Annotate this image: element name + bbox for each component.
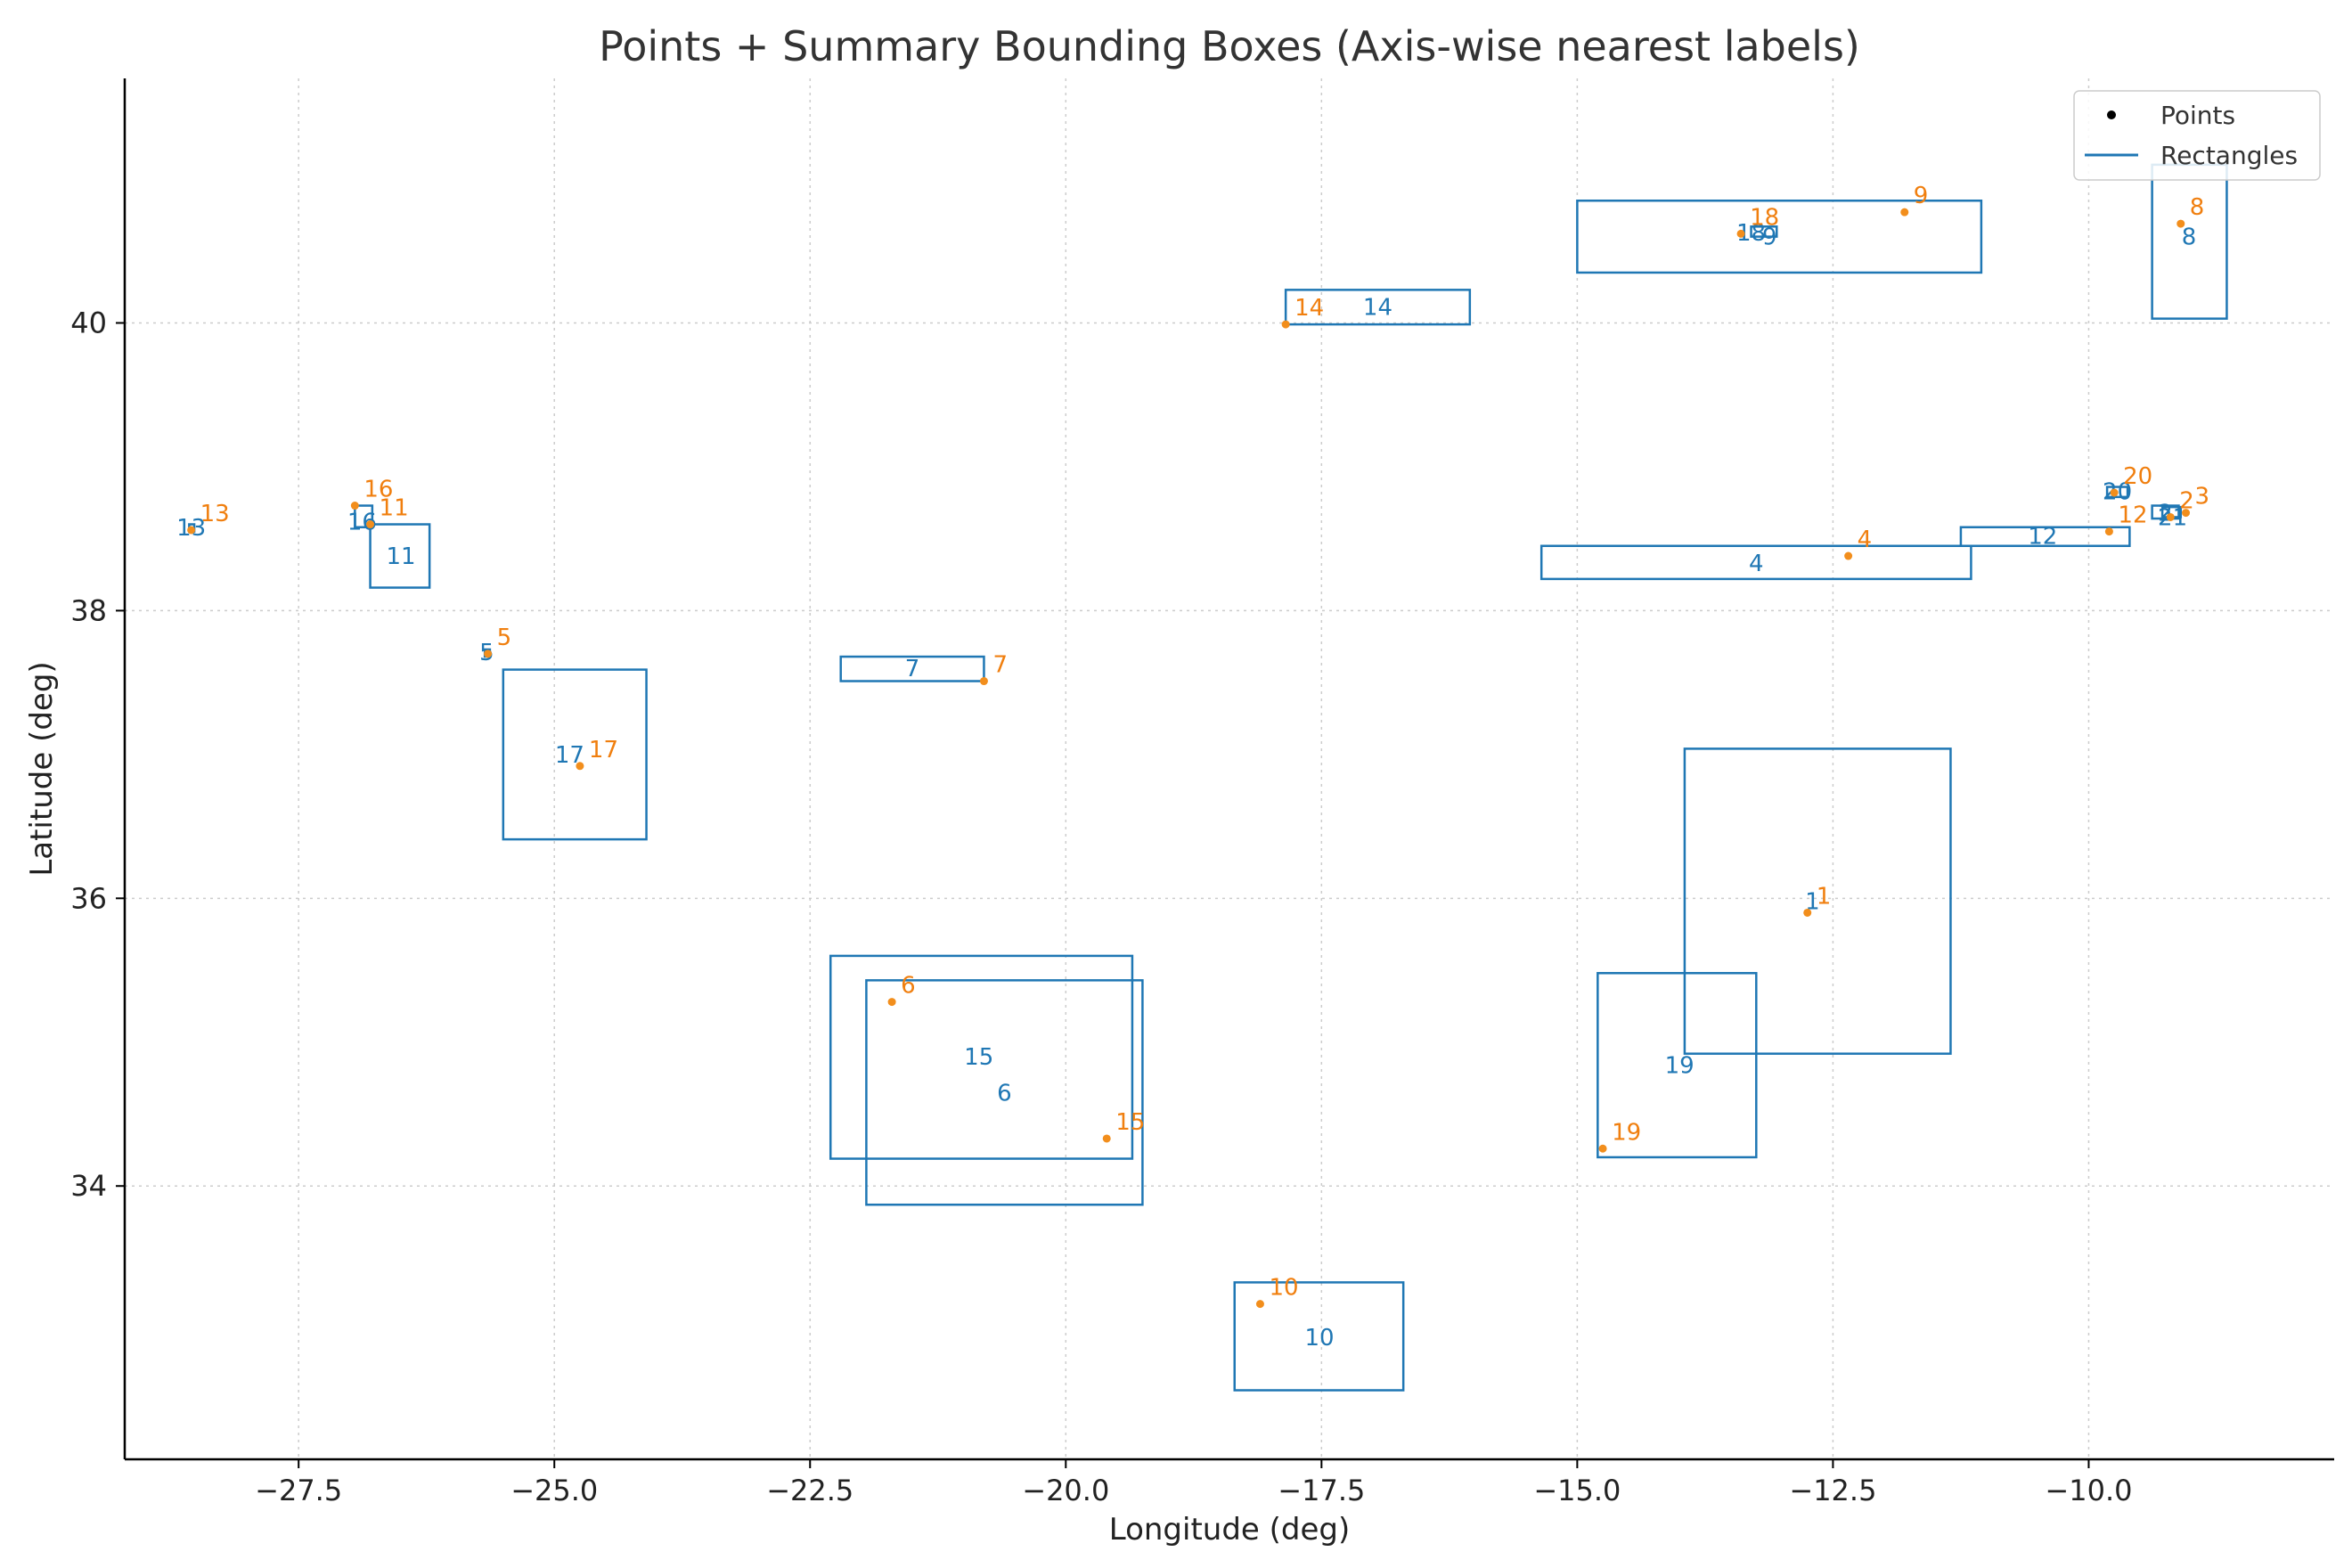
point-6 bbox=[887, 998, 896, 1007]
point-label-5: 5 bbox=[497, 625, 512, 651]
x-axis-label: Longitude (deg) bbox=[1109, 1512, 1351, 1548]
y-tick-label: 40 bbox=[70, 306, 107, 339]
rectangle-19 bbox=[1597, 972, 1758, 1159]
y-axis-label: Latitude (deg) bbox=[24, 661, 60, 876]
point-10 bbox=[1255, 1300, 1264, 1309]
rectangle-label-7: 7 bbox=[905, 656, 920, 682]
point-label-13: 13 bbox=[200, 501, 230, 527]
point-15 bbox=[1102, 1134, 1111, 1143]
rectangle-16 bbox=[354, 504, 374, 528]
rectangle-17 bbox=[502, 668, 648, 841]
rectangle-label-4: 4 bbox=[1749, 551, 1764, 577]
point-label-11: 11 bbox=[380, 495, 409, 522]
rectangle-label-11: 11 bbox=[386, 543, 415, 570]
rectangle-label-19: 19 bbox=[1665, 1053, 1695, 1080]
point-1 bbox=[1803, 908, 1812, 917]
rectangle-label-15: 15 bbox=[964, 1044, 993, 1071]
rectangle-12 bbox=[1959, 526, 2131, 547]
point-2 bbox=[2166, 512, 2175, 521]
rectangle-label-9: 9 bbox=[1762, 225, 1777, 251]
rectangle-10 bbox=[1233, 1281, 1405, 1392]
point-label-7: 7 bbox=[992, 652, 1008, 679]
x-tick-label: −15.0 bbox=[1533, 1474, 1621, 1507]
point-label-6: 6 bbox=[901, 973, 916, 1000]
point-18 bbox=[1736, 229, 1745, 238]
point-label-4: 4 bbox=[1858, 527, 1873, 553]
point-label-3: 3 bbox=[2195, 484, 2210, 510]
x-tick-label: −10.0 bbox=[2045, 1474, 2132, 1507]
ticks-layer: −27.5 −25.0 −22.5 −20.0 −17.5 −15.0 −12.5 −10.0… bbox=[70, 306, 2132, 1507]
rectangle-14 bbox=[1284, 289, 1472, 326]
x-tick-label: −27.5 bbox=[255, 1474, 342, 1507]
rectangle-18 bbox=[1576, 199, 1983, 274]
point-label-8: 8 bbox=[2190, 194, 2205, 221]
point-11 bbox=[366, 520, 375, 529]
point-7 bbox=[979, 677, 988, 686]
point-19 bbox=[1598, 1144, 1607, 1153]
x-tick-label: −25.0 bbox=[510, 1474, 598, 1507]
x-tick-label: −22.5 bbox=[766, 1474, 853, 1507]
rectangle-1 bbox=[1683, 747, 1952, 1055]
point-3 bbox=[2182, 509, 2191, 518]
point-8 bbox=[2176, 219, 2185, 228]
grid-layer bbox=[125, 78, 2334, 1459]
point-label-9: 9 bbox=[1914, 183, 1929, 209]
rectangle-label-14: 14 bbox=[1363, 295, 1392, 322]
point-17 bbox=[576, 762, 584, 771]
legend-box bbox=[2073, 90, 2321, 181]
rectangle-label-10: 10 bbox=[1304, 1325, 1334, 1352]
rectangle-9 bbox=[1750, 225, 1778, 238]
x-tick-label: −20.0 bbox=[1022, 1474, 1109, 1507]
point-20 bbox=[2110, 488, 2119, 497]
rectangle-6 bbox=[865, 979, 1144, 1206]
legend-rectangles-label: Rectangles bbox=[2160, 141, 2298, 170]
rectangle-4 bbox=[1539, 544, 1972, 581]
y-tick-label: 34 bbox=[70, 1169, 107, 1203]
rectangle-label-1: 1 bbox=[1805, 889, 1820, 916]
rectangle-20 bbox=[2105, 486, 2129, 499]
point-label-10: 10 bbox=[1269, 1275, 1298, 1302]
point-label-14: 14 bbox=[1294, 295, 1324, 322]
point-12 bbox=[2104, 527, 2113, 536]
axes-layer bbox=[123, 78, 2334, 1461]
point-label-12: 12 bbox=[2118, 502, 2147, 529]
legend-points-label: Points bbox=[2160, 101, 2235, 130]
rectangle-11 bbox=[369, 523, 431, 589]
point-9 bbox=[1900, 208, 1909, 216]
point-13 bbox=[187, 526, 196, 535]
point-14 bbox=[1281, 320, 1290, 329]
y-tick-label: 36 bbox=[70, 881, 107, 915]
point-label-2: 2 bbox=[2179, 487, 2194, 514]
point-5 bbox=[484, 649, 493, 658]
rectangle-15 bbox=[829, 954, 1134, 1160]
point-4 bbox=[1844, 551, 1853, 560]
y-tick-label: 38 bbox=[70, 593, 107, 627]
point-label-18: 18 bbox=[1750, 204, 1779, 231]
chart-title: Points + Summary Bounding Boxes (Axis-wi… bbox=[599, 22, 1860, 70]
point-label-16: 16 bbox=[363, 477, 393, 503]
x-tick-label: −12.5 bbox=[1789, 1474, 1876, 1507]
point-label-1: 1 bbox=[1817, 883, 1832, 910]
point-label-17: 17 bbox=[589, 737, 618, 764]
point-label-19: 19 bbox=[1612, 1119, 1641, 1146]
rectangle-label-12: 12 bbox=[2028, 523, 2057, 550]
rectangle-label-8: 8 bbox=[2182, 225, 2197, 251]
legend-point-marker bbox=[2107, 110, 2116, 119]
legend: Points Rectangles bbox=[2073, 90, 2321, 181]
rectangle-label-6: 6 bbox=[997, 1080, 1012, 1107]
x-tick-label: −17.5 bbox=[1278, 1474, 1365, 1507]
point-label-20: 20 bbox=[2123, 463, 2152, 490]
point-label-15: 15 bbox=[1115, 1109, 1145, 1136]
rectangle-7 bbox=[839, 655, 985, 682]
point-16 bbox=[350, 502, 359, 510]
rectangle-2 bbox=[2151, 504, 2180, 520]
